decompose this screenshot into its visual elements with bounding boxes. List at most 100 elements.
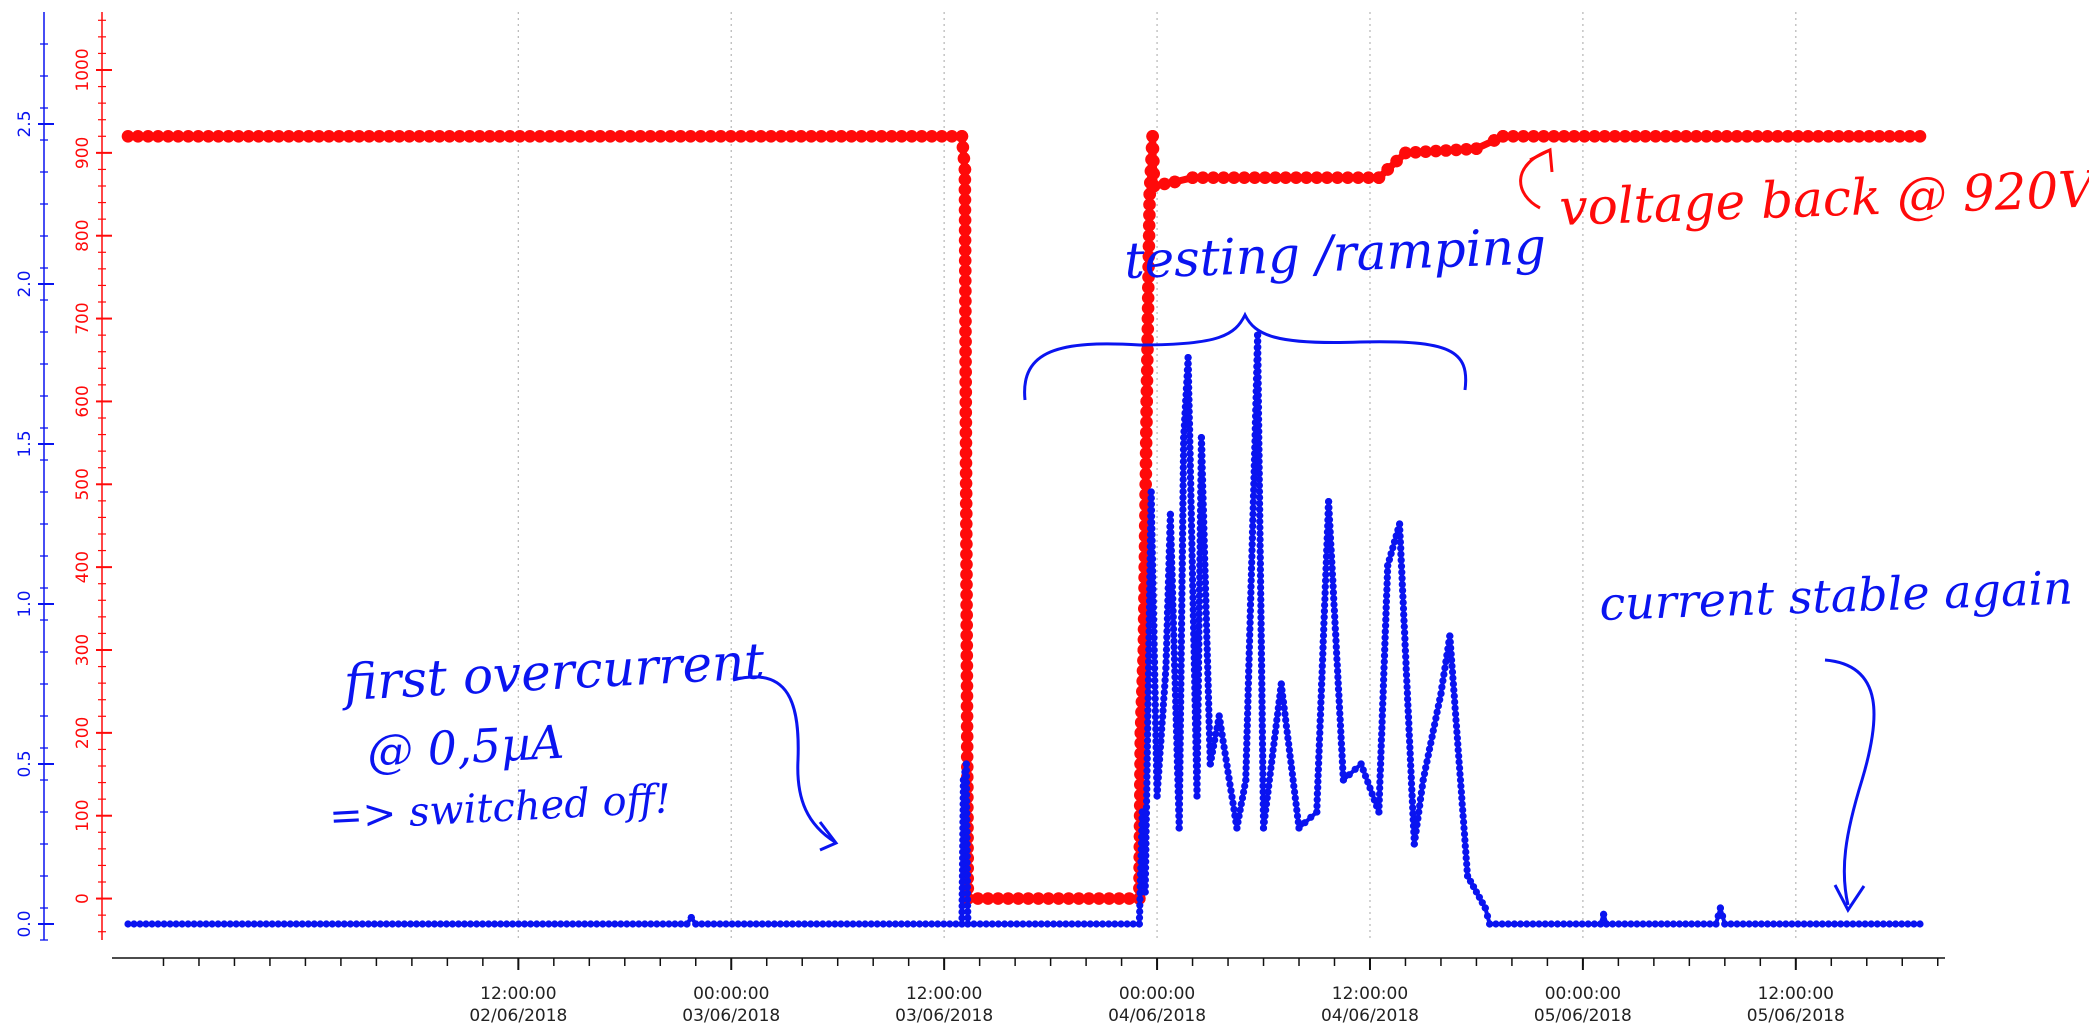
voltage-point [1146,142,1160,155]
voltage-point [1147,179,1161,193]
current-point [1178,572,1186,580]
current-point [1885,920,1894,928]
current-point [1143,736,1152,745]
current-point [358,920,366,928]
current-point [962,772,971,780]
current-point [1184,354,1192,362]
current-point [962,778,971,787]
current-point [1145,664,1153,672]
current-point [1328,570,1336,578]
current-point [1179,524,1187,532]
current-point [1675,920,1684,928]
voltage-point [282,130,296,143]
current-point [1086,920,1094,928]
voltage-point [855,130,868,143]
voltage-point [1022,892,1035,905]
current-point [172,920,180,928]
current-point [1380,670,1388,678]
current-point [1254,367,1262,375]
current-point [1325,504,1333,512]
voltage-point [1801,130,1815,143]
voltage-point [960,568,973,581]
current-point [1177,698,1185,706]
current-point [1254,361,1262,369]
current-point [1375,808,1383,816]
current-point [1400,617,1408,625]
current-point [1188,534,1196,542]
current-point [1170,625,1178,633]
current-point [1368,790,1376,798]
current-point [1336,715,1344,724]
voltage-point [1608,130,1622,143]
voltage-point [242,130,255,143]
voltage-back-arrowhead [1529,147,1554,173]
current-point [1319,650,1327,658]
current-point [1313,796,1321,804]
current-point [837,920,845,928]
current-point [1152,725,1160,733]
voltage-point [513,130,527,143]
current-point [1142,827,1150,836]
current-point [963,877,972,885]
current-point [1178,542,1187,550]
current-point [124,920,132,928]
voltage-point [959,264,972,278]
current-point [1317,704,1325,713]
current-point [1111,920,1119,928]
voltage-point [1399,146,1412,160]
current-point [1156,755,1164,764]
current-point [1187,486,1195,494]
current-point [1409,804,1417,812]
current-point [752,920,760,928]
current-point [1334,685,1343,693]
voltage-point [252,130,265,143]
voltage-tick-label: 600 [73,385,93,417]
current-point [1175,812,1183,820]
current-point [1194,695,1202,703]
current-point [1332,637,1340,645]
current-point [1150,658,1159,666]
current-point [1205,730,1214,738]
current-point [1189,600,1197,608]
current-point [1274,710,1282,718]
current-point [1407,767,1415,776]
current-point [1202,603,1210,611]
current-point [1234,818,1242,826]
current-point [1378,724,1386,732]
current-point [1331,613,1339,621]
current-point [1199,506,1207,514]
current-point [1184,372,1193,380]
current-point [1247,583,1255,591]
current-point [1148,537,1156,545]
voltage-point [1158,177,1171,191]
current-point [1247,570,1255,579]
current-point [1431,720,1439,729]
voltage-point [1893,130,1906,143]
current-point [1250,480,1258,488]
voltage-point [1832,130,1845,143]
voltage-point [1629,130,1642,143]
current-point [1254,403,1263,411]
current-point [776,920,785,928]
current-point [1142,852,1150,860]
current-point [1291,788,1299,796]
current-point [1398,580,1406,589]
voltage-point [960,720,974,733]
voltage-point [959,355,972,369]
current-point [1452,716,1460,724]
current-point [1188,552,1196,560]
current-point [940,920,948,928]
voltage-point [1460,143,1473,156]
current-point [1337,728,1345,736]
current-point [1279,698,1288,706]
current-point [1177,680,1185,688]
current-point [1249,492,1258,500]
current-point [1163,621,1171,629]
current-point [1331,625,1339,633]
current-point [1162,646,1171,654]
voltage-point [634,130,647,143]
voltage-point [1142,229,1156,242]
current-point [1406,755,1414,764]
current-point [1326,522,1334,530]
voltage-point [959,274,972,288]
